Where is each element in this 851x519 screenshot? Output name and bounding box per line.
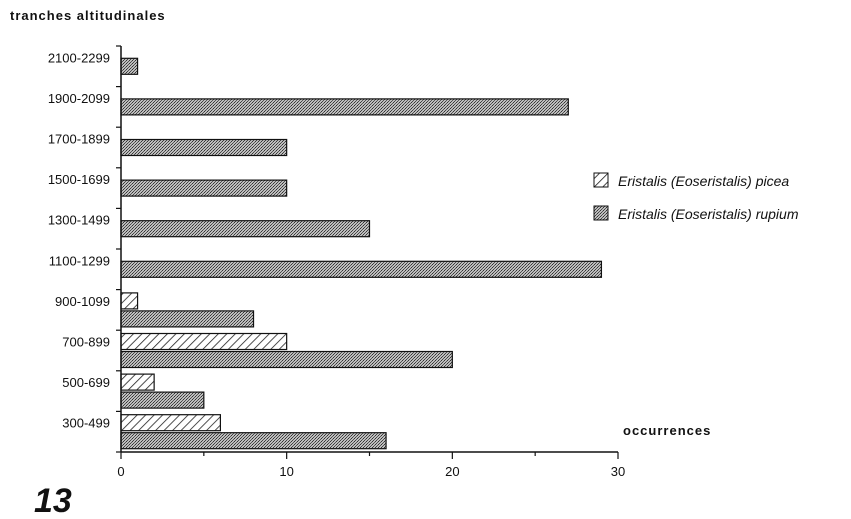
x-axis: 0 10 20 30 [117,451,625,479]
bar-rupium [120,350,453,369]
bar-rupium [120,98,569,116]
bar-picea [120,414,222,432]
x-tick-label: 10 [279,464,293,479]
y-tick-label: 500-699 [62,375,110,390]
bars [120,57,603,450]
y-tick-label: 900-1099 [55,294,110,309]
legend-swatch-rupium [593,205,609,221]
y-axis: 2100-2299 1900-2099 1700-1899 1500-1699 1300… [48,45,122,453]
bar-rupium [120,220,371,238]
x-tick-label: 0 [117,464,124,479]
bar-picea [120,292,139,310]
bar-rupium [120,57,139,75]
y-tick-label: 1300-1499 [48,213,110,228]
bar-rupium [120,179,288,197]
figure-number: 13 [34,482,72,519]
x-tick-label: 20 [445,464,459,479]
legend: Eristalis (Eoseristalis) picea Eristalis… [593,172,799,222]
y-tick-label: 1100-1299 [49,253,110,268]
bar-picea [120,332,288,351]
y-tick-label: 300-499 [62,416,110,431]
y-axis-title: tranches altitudinales [10,8,166,23]
bar-picea [120,373,155,391]
y-tick-label: 700-899 [62,335,110,350]
y-tick-label: 2100-2299 [48,50,110,65]
bar-rupium [120,138,288,157]
bar-rupium [120,260,603,278]
x-axis-title: occurrences [623,423,711,438]
legend-label-rupium: Eristalis (Eoseristalis) rupium [618,206,799,222]
bar-rupium [120,391,205,409]
legend-swatch-picea [593,172,609,188]
bar-rupium [120,310,255,328]
y-tick-label: 1900-2099 [48,91,110,106]
y-tick-label: 1700-1899 [48,132,110,147]
x-tick-label: 30 [611,464,625,479]
bar-rupium [120,432,387,450]
y-tick-label: 1500-1699 [48,172,110,187]
legend-label-picea: Eristalis (Eoseristalis) picea [618,173,789,189]
